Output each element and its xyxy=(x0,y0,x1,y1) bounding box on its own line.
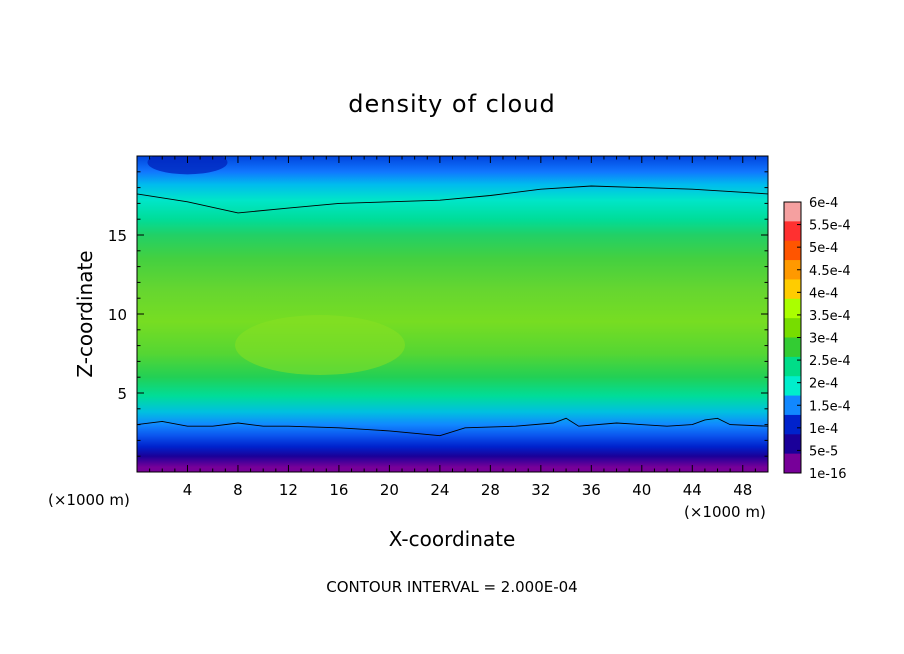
colorbar-swatch xyxy=(784,202,801,222)
colorbar-label: 3.5e-4 xyxy=(809,309,851,324)
colorbar-label: 3e-4 xyxy=(809,332,838,347)
colorbar-swatch xyxy=(784,453,801,474)
colorbar-label: 5e-4 xyxy=(809,241,838,256)
x-tick-label: 16 xyxy=(329,481,348,499)
x-tick-label: 20 xyxy=(380,481,399,499)
colorbar-swatch xyxy=(784,298,801,319)
contour-line-upper xyxy=(137,185,768,214)
y-axis-label: Z-coordinate xyxy=(73,250,97,377)
x-tick-label: 36 xyxy=(582,481,601,499)
colorbar-label: 5.5e-4 xyxy=(809,219,851,234)
colorbar-swatch xyxy=(784,376,801,397)
colorbar-swatch xyxy=(784,318,801,338)
y-tick-label: 5 xyxy=(117,385,127,403)
plot-area xyxy=(137,156,768,472)
colorbar-swatch xyxy=(784,240,801,261)
colorbar-swatch xyxy=(784,395,801,416)
colorbar-swatch xyxy=(784,221,801,242)
x-tick-label: 44 xyxy=(683,481,702,499)
x-tick-label: 28 xyxy=(481,481,500,499)
colorbar-label: 4e-4 xyxy=(809,286,838,301)
x-tick-label: 4 xyxy=(183,481,193,499)
x-tick-label: 8 xyxy=(233,481,243,499)
colorbar-label: 1e-16 xyxy=(809,467,847,482)
colorbar-label: 6e-4 xyxy=(809,196,838,211)
colorbar-label: 5e-5 xyxy=(809,444,838,459)
colorbar-swatch xyxy=(784,434,801,455)
colorbar: 6e-4 5.5e-4 5e-4 4.5e-4 4e-4 3.5e-4 3e-4 2.5e-4… xyxy=(783,196,851,482)
density-field xyxy=(137,156,768,472)
x-axis-label: X-coordinate xyxy=(389,527,516,551)
colorbar-swatch xyxy=(784,356,801,377)
x-unit-right: (×1000 m) xyxy=(684,503,766,521)
y-tick-label: 10 xyxy=(108,306,127,324)
colorbar-swatch xyxy=(784,260,801,280)
colorbar-label: 2e-4 xyxy=(809,377,838,392)
y-tick-label: 15 xyxy=(108,227,127,245)
y-axis: 5 10 15 xyxy=(108,171,768,457)
density-maximum-region xyxy=(235,315,405,375)
x-tick-label: 48 xyxy=(733,481,752,499)
colorbar-swatch xyxy=(784,414,801,435)
colorbar-label: 2.5e-4 xyxy=(809,354,851,369)
x-tick-label: 32 xyxy=(531,481,550,499)
x-tick-label: 12 xyxy=(279,481,298,499)
contour-interval-note: CONTOUR INTERVAL = 2.000E-04 xyxy=(326,578,577,596)
chart-title: density of cloud xyxy=(348,90,555,118)
contour-line-lower xyxy=(137,417,768,437)
x-unit-left: (×1000 m) xyxy=(48,491,130,509)
x-axis: 4 8 12 16 20 24 28 32 36 40 44 48 xyxy=(149,156,756,499)
colorbar-label: 1e-4 xyxy=(809,422,838,437)
colorbar-swatch xyxy=(784,337,801,358)
x-tick-label: 40 xyxy=(632,481,651,499)
colorbar-label: 4.5e-4 xyxy=(809,264,851,279)
x-tick-label: 24 xyxy=(430,481,449,499)
colorbar-label: 1.5e-4 xyxy=(809,399,851,414)
dark-top-region xyxy=(147,156,228,175)
colorbar-swatch xyxy=(784,279,801,300)
